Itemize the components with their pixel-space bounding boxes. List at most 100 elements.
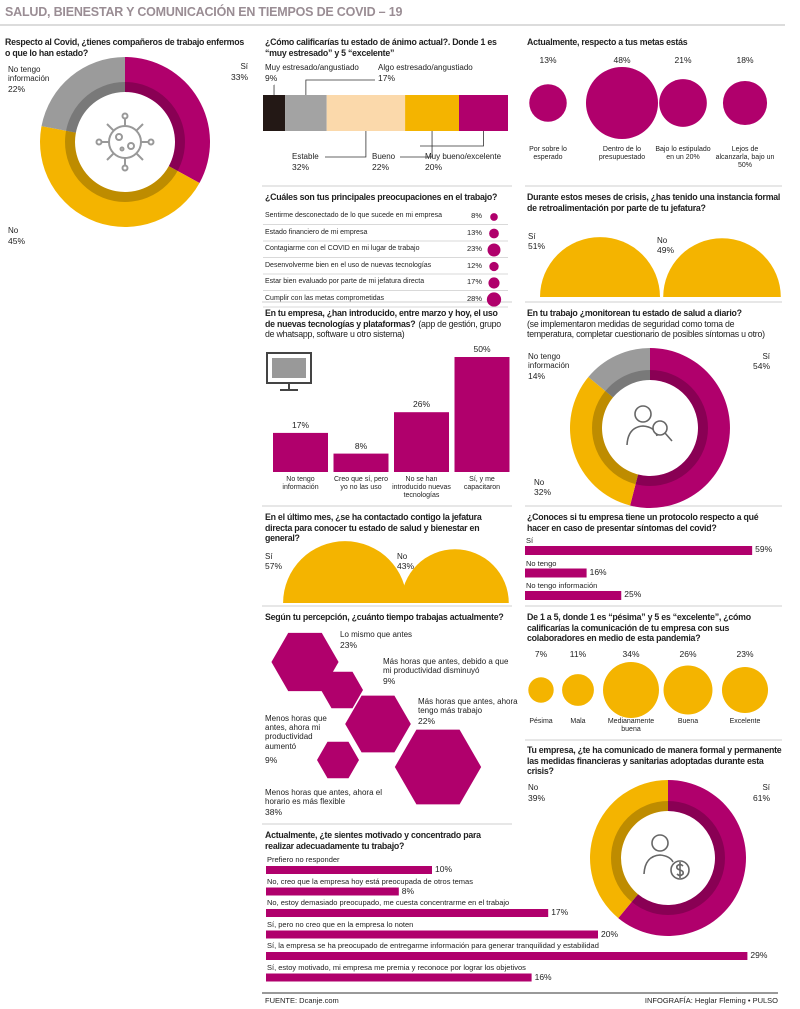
value-label: 9%	[265, 755, 278, 765]
monitor-icon	[266, 352, 312, 391]
value-label: 20%	[425, 162, 443, 172]
value-label: 16%	[589, 566, 607, 577]
value-label: 22%	[372, 162, 390, 172]
category-label: Menos horas que antes, ahora el horario …	[265, 788, 382, 807]
category-label: Sí, y me capacitaron	[463, 476, 501, 492]
category-label: No tengo información	[528, 352, 570, 371]
value-label: 29%	[750, 950, 768, 960]
leader-line	[325, 131, 367, 158]
leader-line	[305, 79, 375, 95]
value-label: 13%	[539, 55, 557, 65]
inner-shade	[65, 82, 185, 202]
category-label: Pésima	[529, 718, 553, 725]
hexagon	[394, 729, 482, 805]
value-label: 8%	[401, 885, 415, 896]
separators	[262, 185, 782, 825]
hexagon	[321, 671, 363, 709]
donut-segment	[630, 348, 730, 508]
title-block: En tu trabajo ¿monitorean tu estado de s…	[527, 308, 782, 340]
category-label: Cumplir con las metas comprometidas	[265, 294, 385, 302]
dot	[486, 292, 502, 307]
value-label: 51%	[528, 241, 546, 251]
title-block: Tu empresa, ¿te ha comunicado de manera …	[527, 745, 782, 777]
category-label: Buena	[677, 718, 699, 725]
bar	[454, 357, 510, 472]
finance-icon	[643, 834, 690, 880]
category-label: Creo que sí, pero yo no las uso	[333, 476, 389, 492]
bar	[266, 909, 549, 917]
chart-title: En el último mes, ¿se ha contactado cont…	[265, 512, 482, 544]
category-label: Muy estresado/angustiado	[265, 63, 359, 72]
category-label: No	[528, 783, 539, 792]
value-label: 21%	[674, 55, 692, 65]
inner-shade	[611, 801, 725, 915]
chart-title: Respecto al Covid, ¿tienes compañeros de…	[5, 37, 244, 58]
title-block: Actualmente, ¿te sientes motivado y conc…	[265, 830, 505, 851]
chart-title: En tu trabajo ¿monitorean tu estado de s…	[527, 308, 742, 318]
category-label: Muy bueno/excelente	[425, 152, 502, 161]
page-title: SALUD, BIENESTAR Y COMUNICACIÓN EN TIEMP…	[5, 5, 403, 19]
dot	[489, 261, 499, 272]
category-label: Lejos de alcanzarla, bajo un 50%	[715, 146, 775, 170]
value-label: 9%	[265, 73, 278, 83]
donut-segment	[588, 348, 650, 398]
value-label: 26%	[679, 649, 697, 659]
inner-shade	[592, 370, 708, 486]
category-label: Sí, estoy motivado, mi empresa me premia…	[267, 962, 526, 972]
health-icon	[626, 405, 673, 446]
value-label: 23%	[340, 640, 358, 650]
category-label: Sí	[526, 536, 534, 545]
bubble	[663, 665, 713, 715]
value-label: 25%	[624, 589, 642, 599]
bubble	[528, 677, 554, 703]
title-block: ¿Cuáles son tus principales preocupacion…	[265, 192, 515, 203]
title-block: Actualmente, respecto a tus metas estás	[527, 37, 782, 48]
bar-segment	[285, 95, 327, 131]
leader-line	[420, 131, 484, 147]
category-label: Sí, pero no creo que en la empresa lo no…	[267, 919, 414, 929]
category-label: Sí	[762, 352, 770, 361]
donut-segment	[125, 56, 211, 183]
chart-title: Según tu percepción, ¿cuánto tiempo trab…	[265, 612, 504, 622]
dot	[488, 277, 500, 289]
value-label: 17%	[466, 277, 482, 286]
chart-title: ¿Cuáles son tus principales preocupacion…	[265, 192, 498, 202]
bubble	[529, 84, 567, 122]
half-circle	[540, 237, 660, 297]
chart-title: De 1 a 5, donde 1 es “pésima” y 5 es “ex…	[527, 612, 751, 644]
category-label: Menos horas que antes, ahora mi producti…	[265, 714, 327, 751]
category-label: Prefiero no responder	[267, 855, 340, 864]
value-label: 17%	[291, 419, 309, 430]
value-label: 54%	[752, 361, 770, 371]
title-block: ¿Cómo calificarías tu estado de ánimo ac…	[265, 37, 510, 58]
donut-segment	[589, 780, 668, 919]
chart-title: Actualmente, respecto a tus metas estás	[527, 37, 688, 47]
category-label: No	[534, 478, 545, 487]
title-block: De 1 a 5, donde 1 es “pésima” y 5 es “ex…	[527, 612, 782, 644]
donut-segment	[41, 57, 126, 133]
value-label: 61%	[752, 793, 770, 803]
value-label: 23%	[736, 649, 754, 659]
donut-segment	[618, 780, 746, 936]
category-label: No	[8, 226, 19, 235]
value-label: 39%	[528, 793, 546, 803]
half-circle	[283, 541, 407, 603]
bar	[266, 952, 748, 960]
category-label: No, estoy demasiado preocupado, me cuest…	[267, 898, 510, 907]
bubble	[721, 666, 769, 714]
donut-segment	[40, 126, 200, 228]
value-label: 9%	[383, 676, 396, 686]
credit: INFOGRAFÍA: Heglar Fleming • PULSO	[644, 996, 778, 1005]
category-label: Sí	[528, 232, 536, 241]
title-block: Según tu percepción, ¿cuánto tiempo trab…	[265, 612, 523, 623]
value-label: 16%	[534, 971, 552, 982]
bar	[273, 432, 328, 472]
bar-segment	[405, 95, 459, 131]
chart-title: ¿Cómo calificarías tu estado de ánimo ac…	[265, 37, 497, 58]
category-label: Sí, la empresa se ha preocupado de entre…	[267, 941, 599, 950]
category-label: Contagiarme con el COVID en mi lugar de …	[265, 245, 420, 252]
bar-segment	[263, 95, 286, 131]
value-label: 38%	[265, 807, 283, 817]
category-label: Sentirme desconectado de lo que sucede e…	[265, 212, 443, 219]
